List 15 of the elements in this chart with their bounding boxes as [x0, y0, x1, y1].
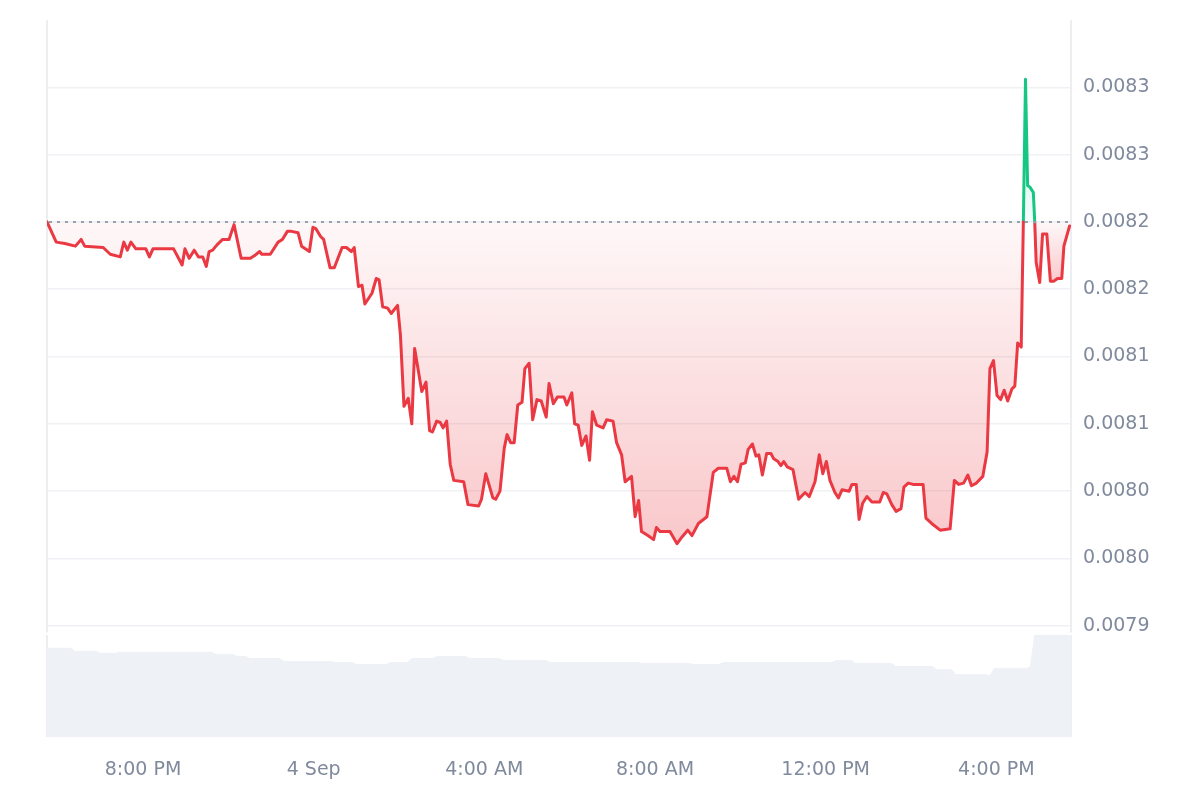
- x-tick-label: 4 Sep: [286, 757, 341, 780]
- y-tick-label: 0.0080: [1083, 545, 1150, 568]
- y-tick-label: 0.0082: [1083, 276, 1150, 299]
- x-tick-label: 4:00 PM: [958, 757, 1035, 780]
- x-tick-label: 8:00 AM: [615, 757, 695, 780]
- y-tick-label: 0.0083: [1083, 141, 1150, 164]
- x-tick-label: 12:00 PM: [781, 757, 870, 780]
- y-tick-label: 0.0079: [1083, 612, 1150, 635]
- y-tick-label: 0.0081: [1083, 410, 1150, 433]
- y-tick-label: 0.0081: [1083, 343, 1150, 366]
- y-tick-label: 0.0082: [1083, 208, 1150, 231]
- y-tick-label: 0.0083: [1083, 74, 1150, 97]
- y-tick-label: 0.0080: [1083, 478, 1150, 501]
- x-tick-label: 4:00 AM: [445, 757, 524, 780]
- x-tick-label: 8:00 PM: [104, 757, 182, 780]
